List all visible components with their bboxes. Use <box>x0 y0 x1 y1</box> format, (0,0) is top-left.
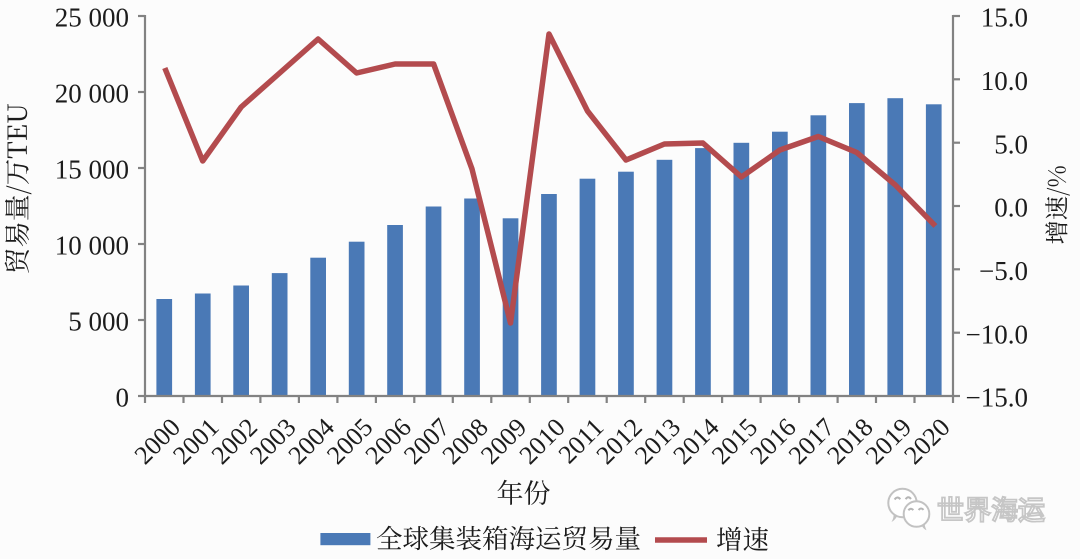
svg-text:5.0: 5.0 <box>994 129 1028 159</box>
svg-text:10 000: 10 000 <box>55 231 129 261</box>
svg-text:−5.0: −5.0 <box>979 256 1028 286</box>
svg-text:15.0: 15.0 <box>981 3 1028 33</box>
svg-text:20 000: 20 000 <box>55 79 129 109</box>
svg-text:10.0: 10.0 <box>981 66 1028 96</box>
svg-text:−15.0: −15.0 <box>966 383 1028 413</box>
svg-text:0: 0 <box>116 383 130 413</box>
svg-text:5 000: 5 000 <box>68 307 129 337</box>
svg-text:15 000: 15 000 <box>55 155 129 185</box>
svg-text:−10.0: −10.0 <box>966 319 1028 349</box>
svg-text:0.0: 0.0 <box>994 193 1028 223</box>
svg-text:25 000: 25 000 <box>55 3 129 33</box>
